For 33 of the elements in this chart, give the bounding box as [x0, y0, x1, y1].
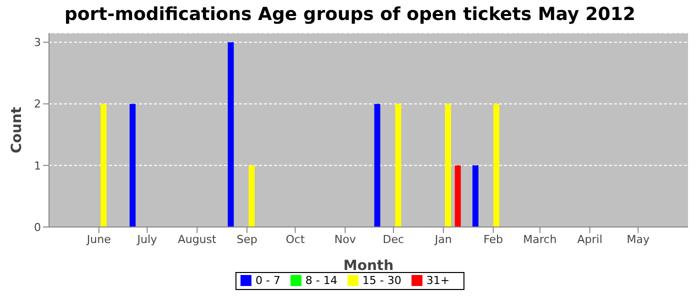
x-tick-label: Oct	[286, 232, 306, 246]
y-axis-title: Count	[8, 106, 25, 154]
x-tick-label: April	[577, 232, 602, 246]
x-tick-label: Feb	[484, 232, 503, 246]
y-tick-label: 3	[34, 36, 41, 50]
legend-label: 15 - 30	[362, 274, 402, 287]
legend-label: 31+	[426, 274, 450, 287]
bar	[100, 104, 107, 227]
bar	[472, 165, 478, 227]
y-tick-label: 1	[34, 159, 41, 172]
bar	[493, 104, 500, 227]
y-tick-label: 0	[34, 220, 41, 234]
y-tick-label: 2	[34, 98, 41, 111]
bar	[445, 104, 452, 227]
chart-title: port-modifications Age groups of open tickets May 2012	[64, 4, 636, 25]
x-tick-label: March	[523, 232, 557, 246]
bar	[374, 104, 380, 227]
x-tick-label: Dec	[382, 232, 404, 246]
bar	[454, 165, 461, 227]
x-tick-label: Sep	[236, 232, 258, 246]
x-tick-label: May	[626, 232, 650, 246]
bar	[228, 42, 234, 227]
x-tick-label: July	[136, 232, 158, 246]
x-tick-label: Nov	[334, 232, 356, 246]
bar	[248, 165, 255, 227]
legend-label: 8 - 14	[305, 274, 338, 287]
x-tick-label: June	[86, 232, 112, 246]
x-tick-label: Jan	[434, 232, 452, 246]
x-axis-title: Month	[343, 258, 394, 274]
x-tick-label: August	[178, 232, 218, 246]
legend-label: 0 - 7	[255, 274, 280, 287]
bar	[395, 104, 402, 227]
bar	[130, 104, 136, 227]
